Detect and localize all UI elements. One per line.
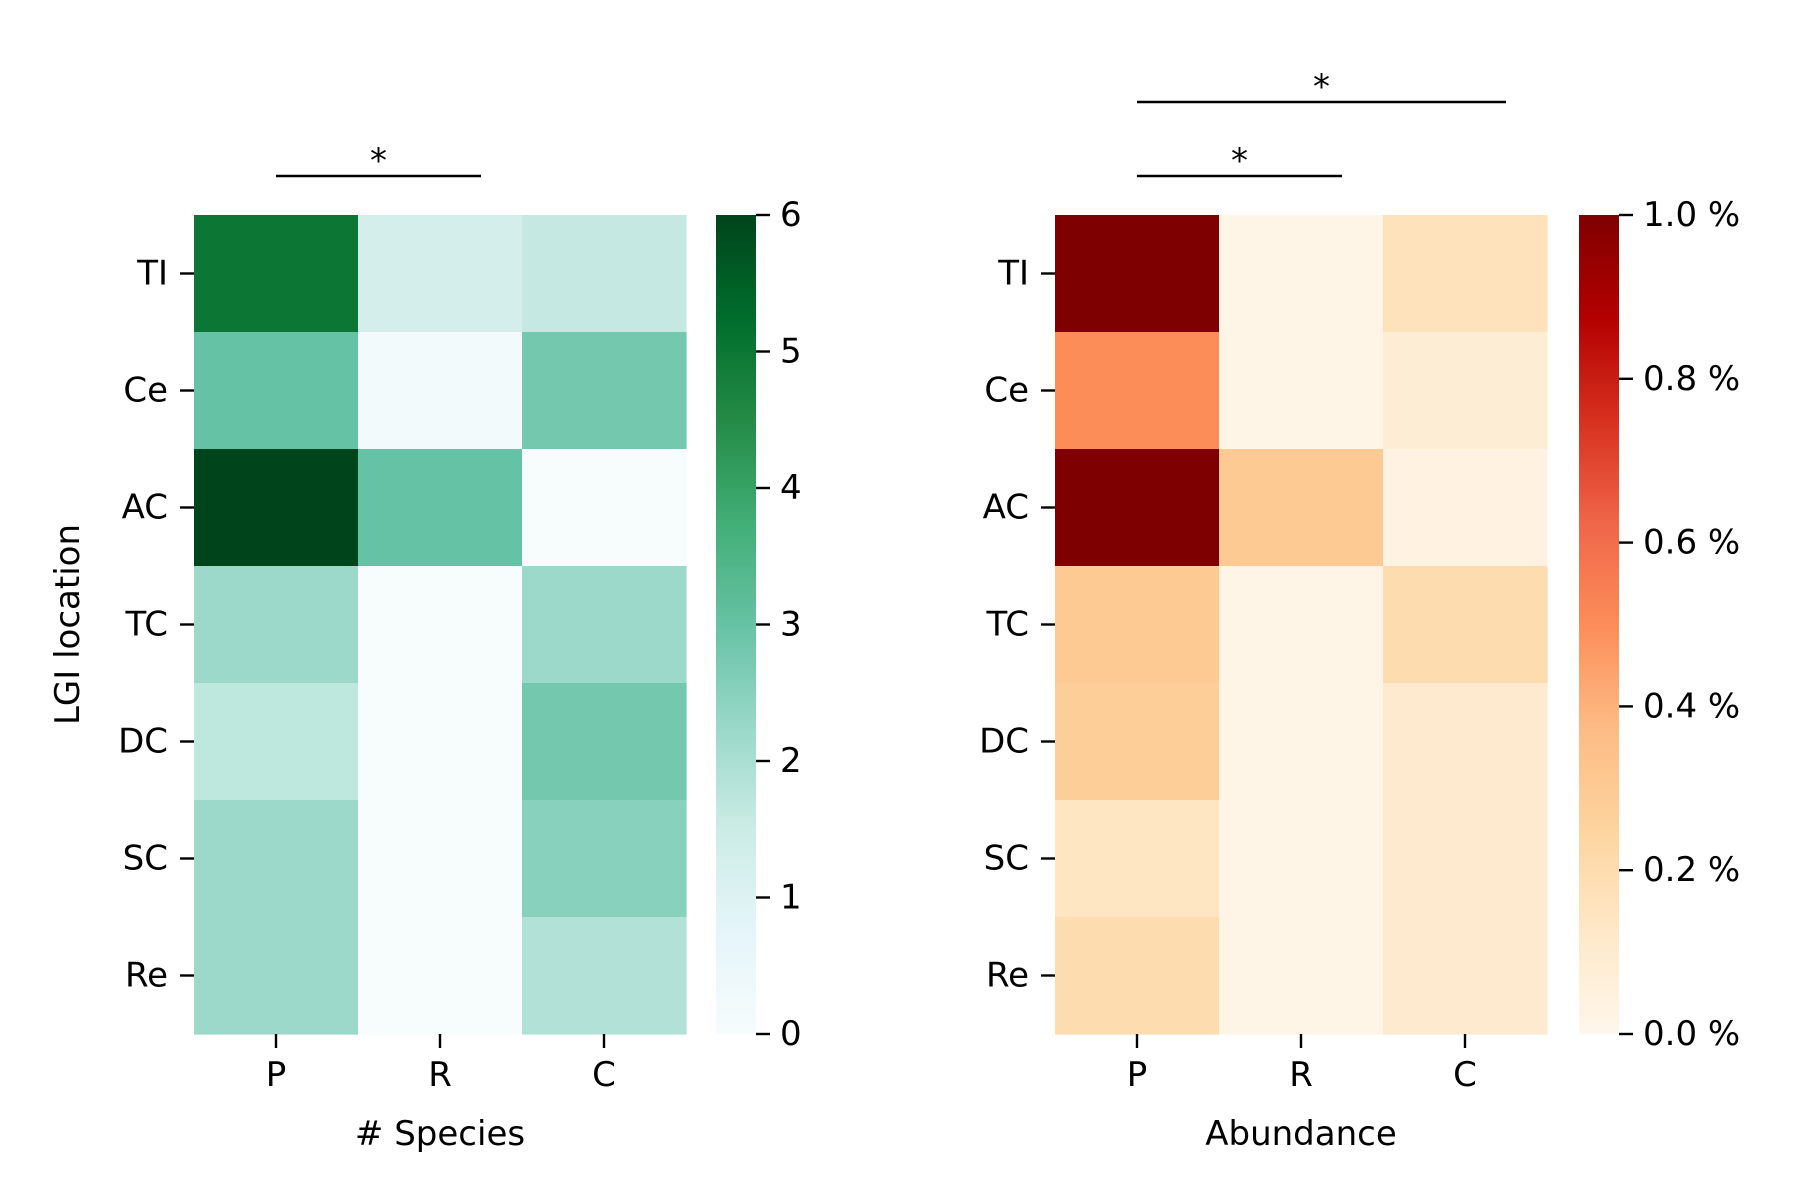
heatmap-cell — [522, 332, 687, 450]
heatmap-cell — [358, 800, 523, 918]
heatmap-cell — [522, 800, 687, 918]
colorbar-tick-label: 2 — [780, 741, 802, 781]
heatmap-cell — [358, 566, 523, 684]
heatmap-cell — [1219, 449, 1384, 567]
heatmap-cell — [358, 215, 523, 333]
colorbar-tick-label: 5 — [780, 332, 802, 372]
y-tick-label: Re — [125, 956, 168, 996]
heatmap-cell — [1219, 332, 1384, 450]
heatmap-cell — [522, 215, 687, 333]
heatmap-cell — [1383, 449, 1548, 567]
colorbar-tick-label: 0.0 % — [1643, 1014, 1740, 1054]
heatmap-cell — [522, 566, 687, 684]
colorbar-tick-label: 6 — [780, 195, 802, 235]
x-tick-label: R — [1289, 1055, 1313, 1095]
y-tick-label: TC — [985, 605, 1029, 645]
heatmap-cell — [194, 683, 359, 801]
x-tick-label: R — [428, 1055, 452, 1095]
species-heatmap-panel: TI Ce AC TC DC SC Re P R C # Species LGI location 0 1… — [48, 141, 802, 1154]
x-axis-label: # Species — [355, 1114, 525, 1154]
significance-star: * — [1231, 141, 1248, 181]
y-tick-label: DC — [979, 722, 1029, 762]
heatmap-cell — [522, 449, 687, 567]
heatmap-cell — [522, 683, 687, 801]
heatmap-cell — [1055, 800, 1220, 918]
colorbar-tick-label: 4 — [780, 468, 802, 508]
y-tick-label: AC — [122, 488, 168, 528]
colorbar-tick-label: 0.2 % — [1643, 850, 1740, 890]
colorbar-tick-label: 3 — [780, 605, 802, 645]
colorbar — [1579, 215, 1619, 1034]
heatmap-cell — [194, 917, 359, 1035]
colorbar-tick-label: 1 — [780, 878, 802, 918]
colorbar-tick-label: 0.4 % — [1643, 686, 1740, 726]
heatmap-cell — [1055, 215, 1220, 333]
heatmap-cell — [1219, 215, 1384, 333]
heatmap-cell — [1383, 683, 1548, 801]
y-tick-label: DC — [118, 722, 168, 762]
heatmap-cell — [1055, 917, 1220, 1035]
y-tick-label: SC — [984, 839, 1029, 879]
x-axis-label: Abundance — [1205, 1114, 1397, 1154]
y-tick-label: TI — [997, 254, 1029, 294]
heatmap-cell — [1383, 566, 1548, 684]
y-tick-label: TI — [136, 254, 168, 294]
heatmap-cell — [1219, 566, 1384, 684]
x-tick-label: C — [592, 1055, 616, 1095]
heatmap-cell — [1055, 566, 1220, 684]
colorbar-tick-label: 1.0 % — [1643, 195, 1740, 235]
heatmap-cell — [522, 917, 687, 1035]
y-axis-label: LGI location — [48, 524, 88, 725]
heatmap-cell — [1055, 332, 1220, 450]
heatmap-cell — [1383, 332, 1548, 450]
heatmap-cell — [358, 683, 523, 801]
x-tick-label: P — [266, 1055, 287, 1095]
abundance-heatmap-panel: TI Ce AC TC DC SC Re P R C Abundance 0.0 % 0.2 % 0.4 … — [979, 67, 1740, 1154]
heatmap-cell — [194, 566, 359, 684]
heatmap-cell — [1055, 683, 1220, 801]
y-tick-label: TC — [124, 605, 168, 645]
heatmap-cell — [1055, 449, 1220, 567]
heatmap-cell — [358, 449, 523, 567]
significance-star: * — [1313, 67, 1330, 107]
colorbar-tick-label: 0.8 % — [1643, 359, 1740, 399]
heatmap-cell — [358, 917, 523, 1035]
heatmap-cell — [1219, 800, 1384, 918]
heatmap-cell — [194, 449, 359, 567]
y-tick-label: Ce — [984, 371, 1029, 411]
heatmap-cell — [1219, 917, 1384, 1035]
heatmap-cell — [1219, 683, 1384, 801]
x-tick-label: C — [1453, 1055, 1477, 1095]
heatmap-cell — [194, 215, 359, 333]
colorbar — [716, 215, 756, 1034]
heatmap-cell — [1383, 215, 1548, 333]
heatmap-cell — [1383, 800, 1548, 918]
heatmap-cell — [194, 332, 359, 450]
significance-star: * — [370, 141, 387, 181]
y-tick-label: Ce — [123, 371, 168, 411]
y-tick-label: Re — [986, 956, 1029, 996]
colorbar-tick-label: 0.6 % — [1643, 523, 1740, 563]
colorbar-tick-label: 0 — [780, 1014, 802, 1054]
heatmap-cell — [1383, 917, 1548, 1035]
heatmap-cell — [194, 800, 359, 918]
y-tick-label: SC — [123, 839, 168, 879]
y-tick-label: AC — [983, 488, 1029, 528]
heatmap-cell — [358, 332, 523, 450]
x-tick-label: P — [1127, 1055, 1148, 1095]
